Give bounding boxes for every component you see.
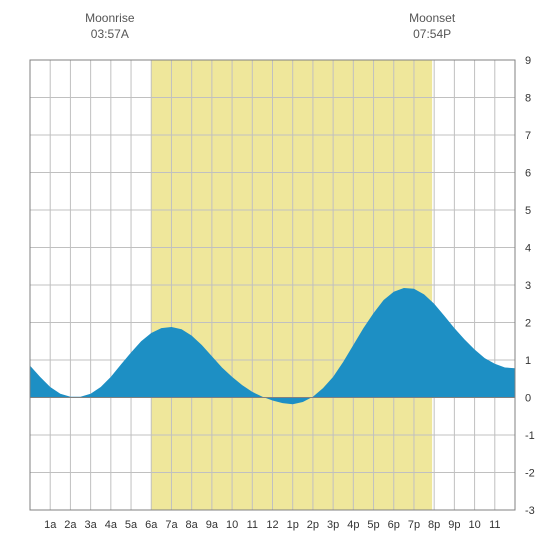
x-tick-label: 6a: [145, 519, 158, 531]
x-tick-label: 7p: [408, 519, 420, 531]
y-tick-label: -2: [525, 468, 535, 480]
x-tick-label: 2p: [307, 519, 319, 531]
x-tick-label: 11: [489, 519, 500, 531]
x-tick-label: 5p: [367, 519, 379, 531]
y-tick-label: 9: [525, 55, 531, 67]
x-tick-label: 10: [226, 519, 238, 531]
x-tick-label: 1p: [287, 519, 299, 531]
x-tick-label: 8p: [428, 519, 440, 531]
y-tick-label: -1: [525, 430, 535, 442]
x-tick-label: 1a: [44, 519, 57, 531]
x-tick-label: 4p: [347, 519, 359, 531]
moonrise-label: Moonrise: [85, 11, 135, 25]
y-tick-label: 7: [525, 130, 531, 142]
tide-chart: 1a2a3a4a5a6a7a8a9a1011121p2p3p4p5p6p7p8p…: [0, 0, 550, 550]
x-tick-label: 3a: [85, 519, 98, 531]
y-tick-label: 3: [525, 280, 531, 292]
y-tick-label: 0: [525, 393, 531, 405]
x-tick-label: 5a: [125, 519, 138, 531]
moonset-label: Moonset: [409, 11, 456, 25]
y-tick-label: 8: [525, 93, 531, 105]
moonrise-time: 03:57A: [91, 27, 129, 41]
x-tick-label: 10: [468, 519, 480, 531]
x-tick-label: 9p: [448, 519, 460, 531]
x-tick-label: 2a: [64, 519, 77, 531]
x-tick-label: 8a: [186, 519, 199, 531]
y-tick-label: 4: [525, 243, 531, 255]
y-tick-label: -3: [525, 505, 535, 517]
y-tick-label: 6: [525, 168, 531, 180]
chart-svg: 1a2a3a4a5a6a7a8a9a1011121p2p3p4p5p6p7p8p…: [0, 0, 550, 550]
x-tick-label: 12: [266, 519, 278, 531]
y-tick-label: 1: [525, 355, 531, 367]
x-tick-label: 11: [247, 519, 258, 531]
x-tick-label: 3p: [327, 519, 339, 531]
y-tick-label: 2: [525, 318, 531, 330]
x-tick-label: 9a: [206, 519, 219, 531]
x-tick-label: 4a: [105, 519, 118, 531]
moonset-time: 07:54P: [413, 27, 451, 41]
y-tick-label: 5: [525, 205, 531, 217]
x-tick-label: 6p: [388, 519, 400, 531]
x-tick-label: 7a: [165, 519, 178, 531]
